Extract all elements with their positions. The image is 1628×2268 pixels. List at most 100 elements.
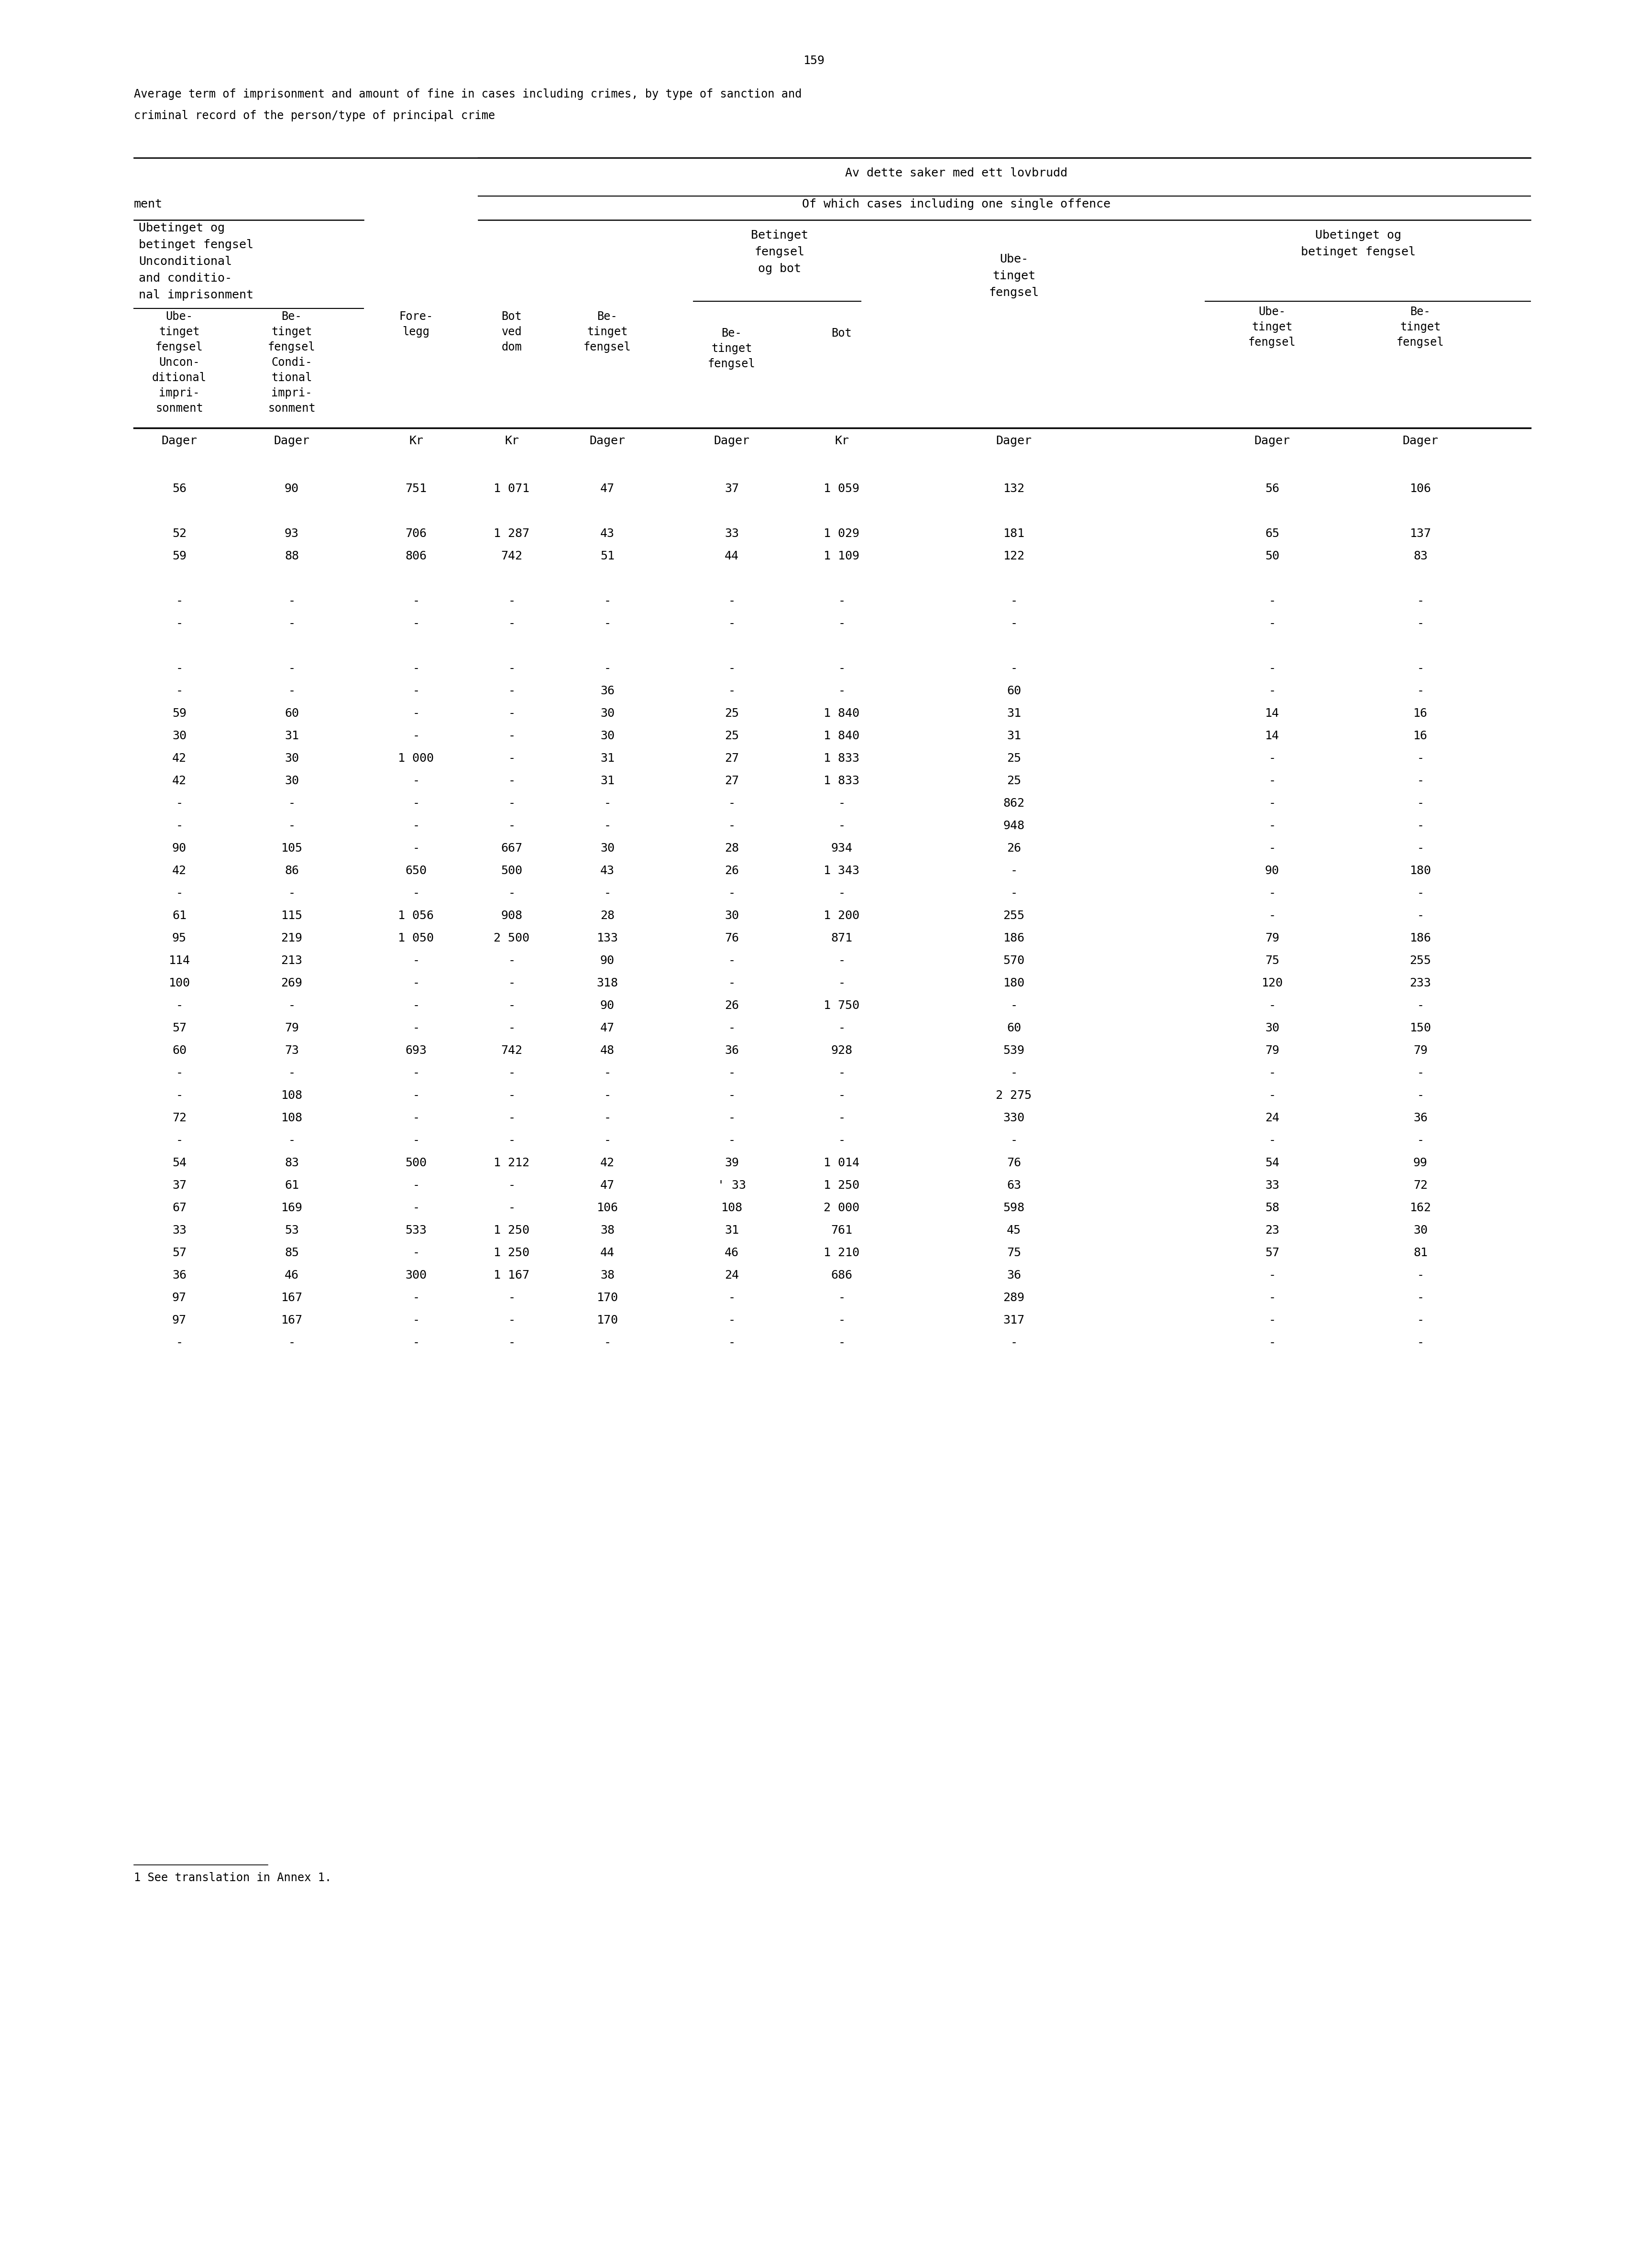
Text: 30: 30 [285,753,300,764]
Text: -: - [508,1293,514,1304]
Text: -: - [1416,1338,1423,1349]
Text: Be-: Be- [282,311,301,322]
Text: 67: 67 [173,1202,187,1213]
Text: 180: 180 [1410,864,1431,875]
Text: 42: 42 [601,1157,614,1168]
Text: fengsel: fengsel [155,342,204,354]
Text: 30: 30 [601,841,614,855]
Text: -: - [508,685,514,696]
Text: -: - [604,662,610,674]
Text: 33: 33 [173,1225,187,1236]
Text: -: - [1268,909,1275,921]
Text: -: - [412,594,420,608]
Text: 37: 37 [724,483,739,494]
Text: 57: 57 [173,1023,187,1034]
Text: -: - [1268,594,1275,608]
Text: 60: 60 [173,1046,187,1057]
Text: 30: 30 [285,776,300,787]
Text: Ube-: Ube- [166,311,194,322]
Text: 1 250: 1 250 [493,1247,529,1259]
Text: 75: 75 [1006,1247,1021,1259]
Text: -: - [1416,594,1423,608]
Text: -: - [1009,662,1018,674]
Text: -: - [508,753,514,764]
Text: impri-: impri- [272,388,313,399]
Text: fengsel: fengsel [1249,336,1296,347]
Text: -: - [728,798,736,810]
Text: 97: 97 [173,1293,187,1304]
Text: tinget: tinget [1252,322,1293,333]
Text: 180: 180 [1003,978,1024,989]
Text: ment: ment [133,197,163,211]
Text: 159: 159 [803,54,824,66]
Text: -: - [412,1111,420,1123]
Text: 31: 31 [1006,730,1021,742]
Text: -: - [412,1068,420,1080]
Text: 1 750: 1 750 [824,1000,860,1012]
Text: -: - [728,955,736,966]
Text: 908: 908 [501,909,523,921]
Text: 63: 63 [1006,1179,1021,1191]
Text: 1 059: 1 059 [824,483,860,494]
Text: 36: 36 [173,1270,187,1281]
Text: 300: 300 [405,1270,427,1281]
Text: 598: 598 [1003,1202,1024,1213]
Text: 122: 122 [1003,551,1024,562]
Text: -: - [412,1089,420,1102]
Text: -: - [604,1089,610,1102]
Text: -: - [288,662,295,674]
Text: 14: 14 [1265,730,1280,742]
Text: 43: 43 [601,528,614,540]
Text: 79: 79 [1265,1046,1280,1057]
Text: fengsel: fengsel [754,247,804,259]
Text: 2 000: 2 000 [824,1202,860,1213]
Text: 59: 59 [173,551,187,562]
Text: 37: 37 [173,1179,187,1191]
Text: 33: 33 [1265,1179,1280,1191]
Text: 23: 23 [1265,1225,1280,1236]
Text: Ube-: Ube- [1000,254,1027,265]
Text: 751: 751 [405,483,427,494]
Text: 26: 26 [724,1000,739,1012]
Text: -: - [508,1068,514,1080]
Text: Of which cases including one single offence: Of which cases including one single offe… [803,197,1110,211]
Text: tinget: tinget [272,327,313,338]
Text: -: - [1268,887,1275,898]
Text: tinget: tinget [711,342,752,354]
Text: -: - [288,798,295,810]
Text: 686: 686 [830,1270,851,1281]
Text: 51: 51 [601,551,614,562]
Text: 76: 76 [1006,1157,1021,1168]
Text: -: - [412,1315,420,1327]
Text: betinget fengsel: betinget fengsel [138,238,254,249]
Text: 83: 83 [285,1157,300,1168]
Text: tinget: tinget [160,327,200,338]
Text: 50: 50 [1265,551,1280,562]
Text: -: - [728,821,736,832]
Text: -: - [1268,1000,1275,1012]
Text: -: - [288,1338,295,1349]
Text: 219: 219 [282,932,303,943]
Text: -: - [412,978,420,989]
Text: -: - [508,978,514,989]
Text: criminal record of the person/type of principal crime: criminal record of the person/type of pr… [133,109,495,122]
Text: 95: 95 [173,932,187,943]
Text: -: - [176,1089,182,1102]
Text: -: - [1268,1315,1275,1327]
Text: -: - [1416,1315,1423,1327]
Text: -: - [1009,887,1018,898]
Text: Kr: Kr [505,435,519,447]
Text: -: - [1416,887,1423,898]
Text: -: - [412,617,420,628]
Text: Bot: Bot [832,327,851,338]
Text: Ubetinget og: Ubetinget og [138,222,225,234]
Text: -: - [604,798,610,810]
Text: 30: 30 [601,708,614,719]
Text: sonment: sonment [155,404,204,415]
Text: 27: 27 [724,753,739,764]
Text: -: - [838,978,845,989]
Text: 14: 14 [1265,708,1280,719]
Text: -: - [728,887,736,898]
Text: Fore-: Fore- [399,311,433,322]
Text: -: - [176,821,182,832]
